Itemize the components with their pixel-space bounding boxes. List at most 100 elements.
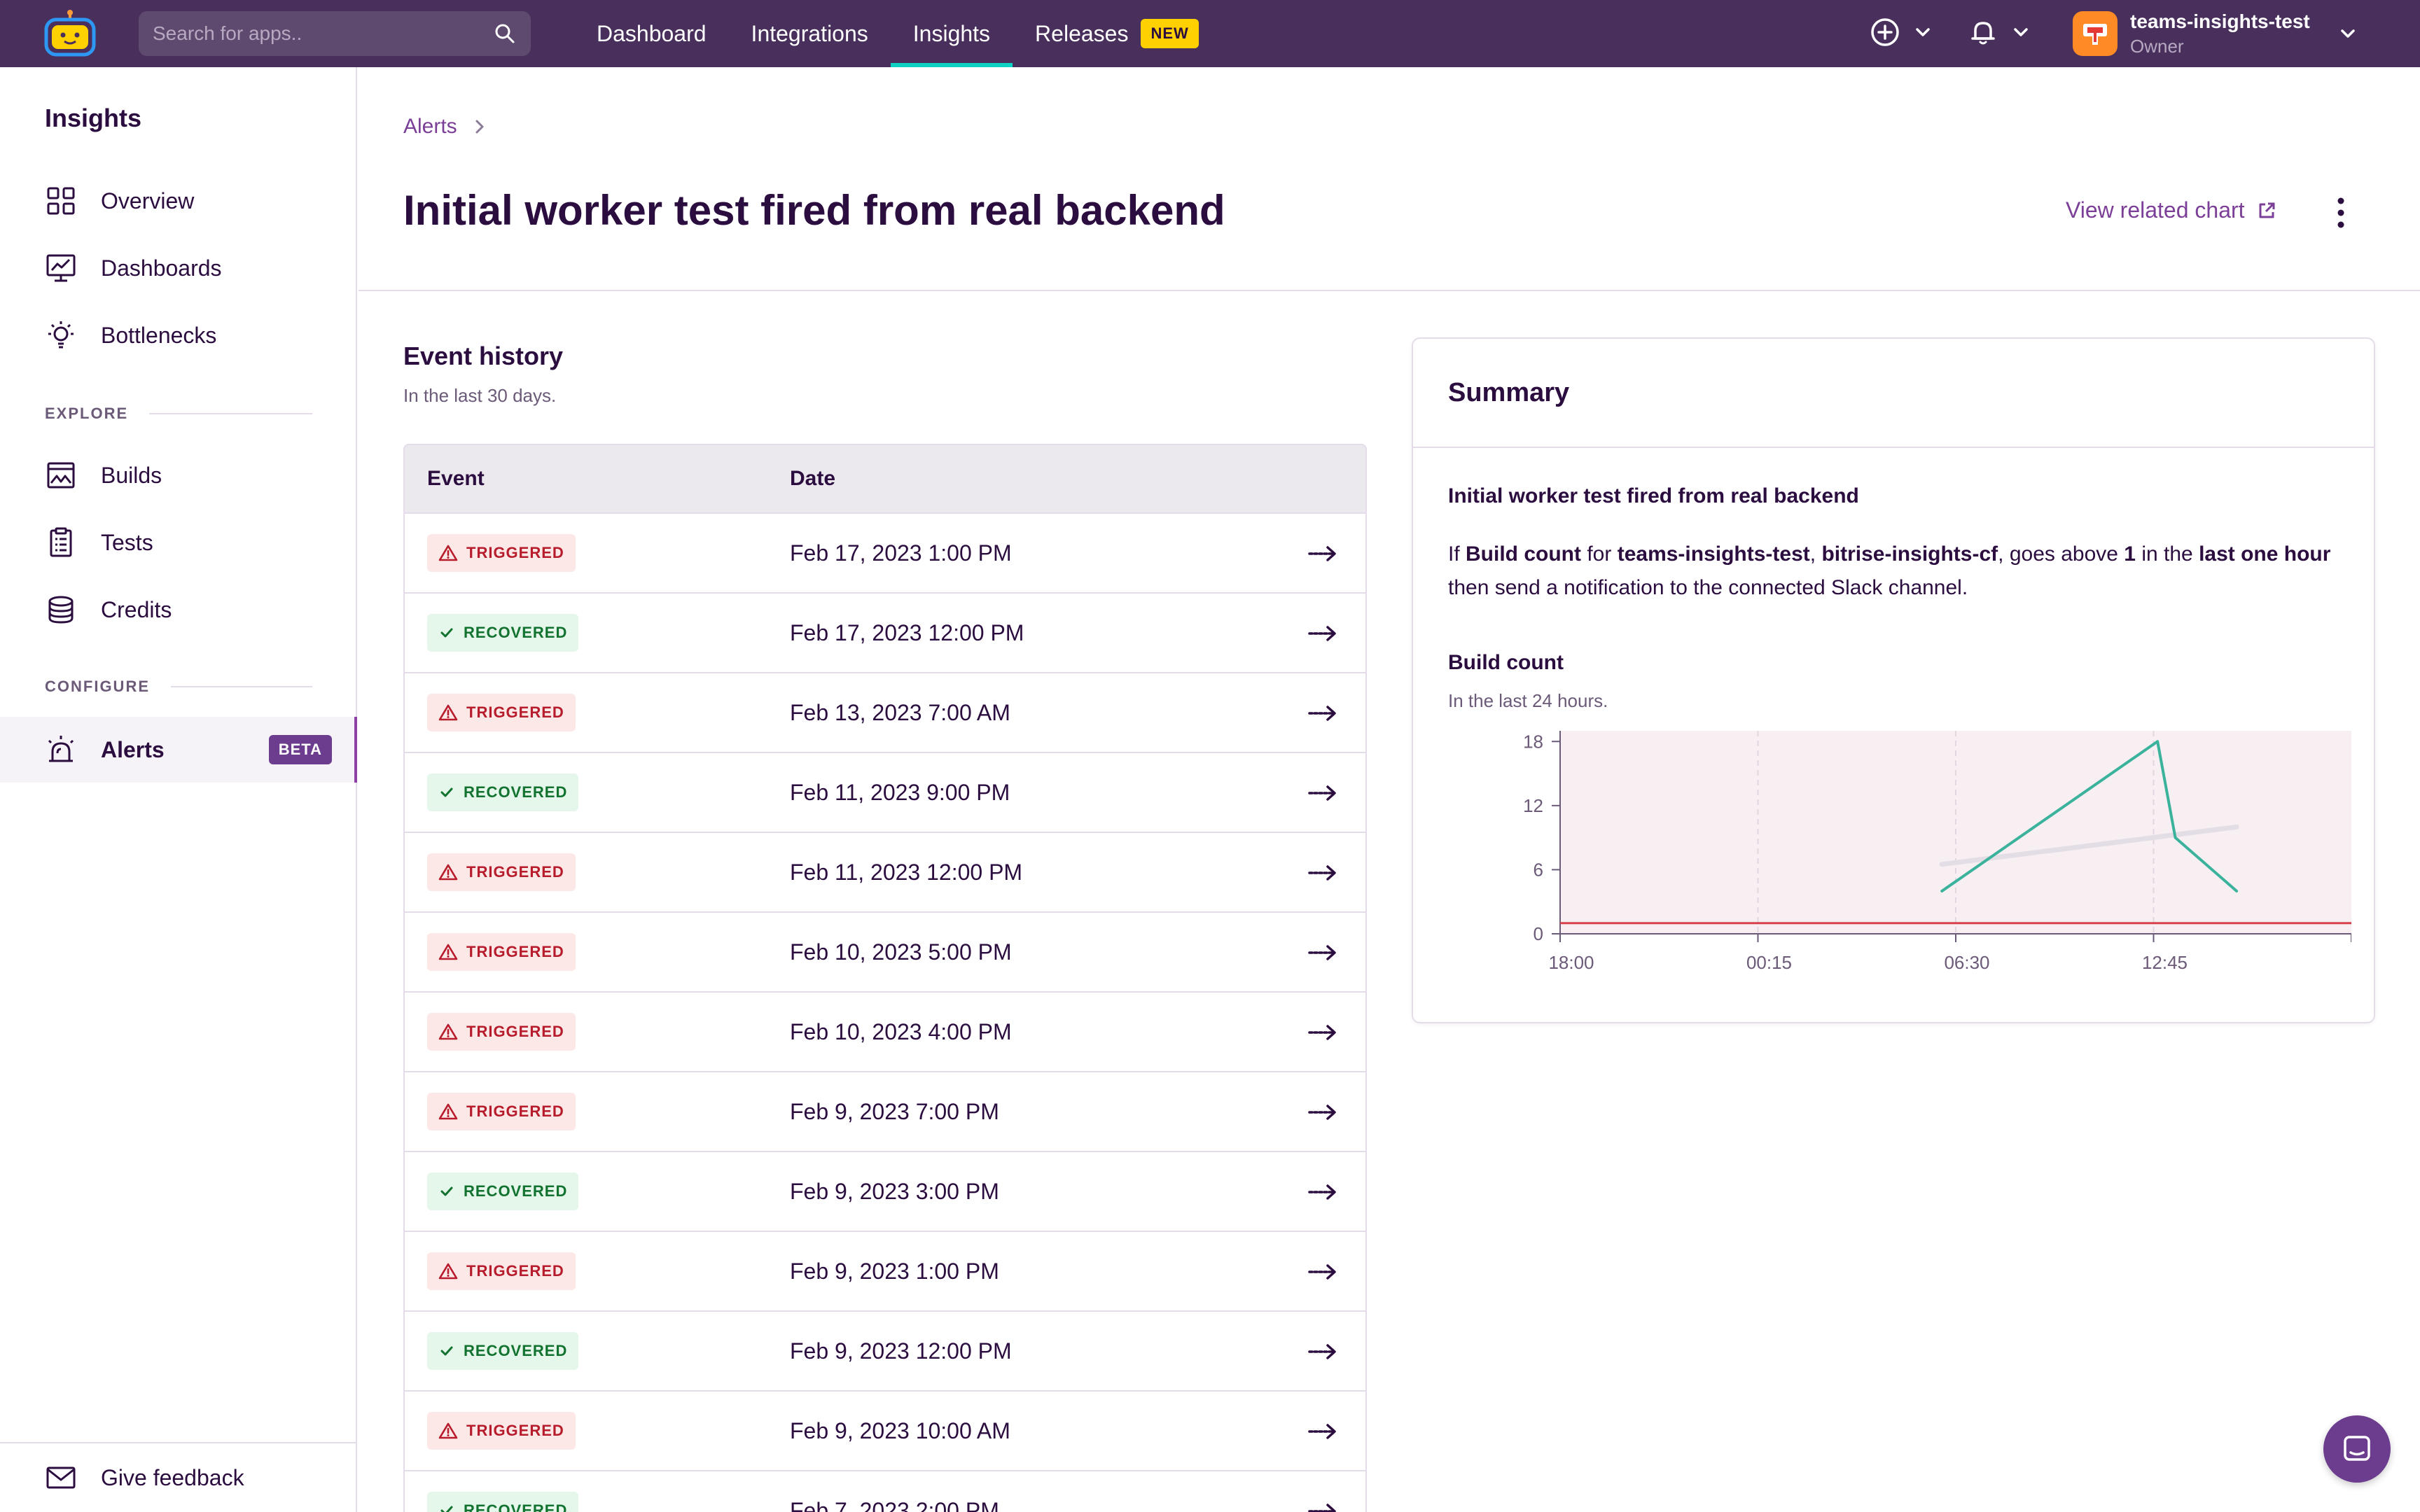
- breadcrumb: Alerts: [403, 115, 487, 139]
- view-related-chart-link[interactable]: View related chart: [2066, 197, 2277, 223]
- related-chart-label: View related chart: [2066, 197, 2245, 223]
- nav-integrations[interactable]: Integrations: [729, 0, 891, 67]
- arrow-right-icon[interactable]: [1308, 545, 1337, 563]
- table-row[interactable]: TRIGGERED Feb 10, 2023 4:00 PM: [405, 991, 1365, 1071]
- sidebar-item-tests[interactable]: Tests: [0, 510, 357, 575]
- status-label: TRIGGERED: [466, 1422, 564, 1439]
- date-cell: Feb 17, 2023 1:00 PM: [790, 540, 1012, 566]
- beta-badge: BETA: [268, 735, 332, 764]
- status-badge: TRIGGERED: [427, 1093, 576, 1130]
- date-cell: Feb 13, 2023 7:00 AM: [790, 699, 1010, 725]
- breadcrumb-alerts-link[interactable]: Alerts: [403, 115, 457, 138]
- sidebar-item-alerts[interactable]: Alerts BETA: [0, 717, 357, 783]
- event-cell: TRIGGERED: [405, 534, 790, 572]
- warning-icon: [438, 863, 466, 881]
- status-label: TRIGGERED: [466, 704, 564, 721]
- table-row[interactable]: TRIGGERED Feb 9, 2023 1:00 PM: [405, 1231, 1365, 1310]
- event-history-table: Event Date TRIGGERED Feb 17, 2023 1:00 PM…: [403, 444, 1367, 1512]
- account-switcher[interactable]: teams-insights-test Owner: [2073, 8, 2358, 59]
- sidebar-item-dashboards[interactable]: Dashboards: [0, 235, 357, 301]
- sidebar-title: Insights: [45, 104, 142, 132]
- more-options-button[interactable]: [2326, 193, 2356, 232]
- event-cell: TRIGGERED: [405, 694, 790, 732]
- desc-threshold: 1: [2124, 542, 2136, 566]
- event-cell: RECOVERED: [405, 614, 790, 652]
- nav-dashboard[interactable]: Dashboard: [574, 0, 729, 67]
- arrow-right-icon[interactable]: [1308, 864, 1337, 882]
- bulb-icon: [45, 319, 77, 351]
- table-row[interactable]: RECOVERED Feb 9, 2023 3:00 PM: [405, 1151, 1365, 1231]
- nav-releases[interactable]: Releases NEW: [1013, 0, 1221, 67]
- arrow-right-icon[interactable]: [1308, 1023, 1337, 1042]
- chevron-down-icon[interactable]: [1913, 22, 1933, 42]
- arrow-right-icon[interactable]: [1308, 944, 1337, 962]
- warning-icon: [438, 943, 466, 961]
- y-tick-label: 12: [1523, 795, 1543, 816]
- arrow-right-icon[interactable]: [1308, 1263, 1337, 1281]
- workspace-avatar[interactable]: [2073, 11, 2118, 56]
- arrow-right-icon[interactable]: [1308, 1103, 1337, 1121]
- notifications-menu[interactable]: [1968, 17, 2031, 48]
- divider: [171, 686, 312, 687]
- event-history-title: Event history: [403, 342, 564, 370]
- arrow-right-icon[interactable]: [1308, 1183, 1337, 1201]
- builds-icon: [45, 459, 77, 491]
- check-icon: [438, 784, 464, 801]
- divider: [149, 413, 312, 414]
- search-box[interactable]: [139, 11, 531, 56]
- x-tick-label: 18:00: [1548, 952, 1594, 973]
- chevron-down-icon[interactable]: [2011, 22, 2031, 42]
- plus-circle-icon[interactable]: [1870, 17, 1900, 48]
- table-row[interactable]: RECOVERED Feb 7, 2023 2:00 PM: [405, 1470, 1365, 1512]
- column-header-date: Date: [790, 467, 836, 490]
- table-row[interactable]: TRIGGERED Feb 9, 2023 7:00 PM: [405, 1071, 1365, 1151]
- status-badge: RECOVERED: [427, 774, 579, 811]
- event-cell: RECOVERED: [405, 1172, 790, 1210]
- sidebar-item-overview[interactable]: Overview: [0, 168, 357, 234]
- bitrise-logo-icon[interactable]: [42, 10, 98, 57]
- create-menu[interactable]: [1870, 17, 1933, 48]
- check-icon: [438, 624, 464, 641]
- warning-icon: [438, 1102, 466, 1121]
- kebab-icon[interactable]: [2337, 197, 2345, 229]
- table-row[interactable]: RECOVERED Feb 11, 2023 9:00 PM: [405, 752, 1365, 832]
- chat-icon[interactable]: [2340, 1432, 2374, 1466]
- date-cell: Feb 9, 2023 10:00 AM: [790, 1418, 1010, 1443]
- give-feedback-button[interactable]: Give feedback: [0, 1442, 357, 1512]
- sidebar-item-credits[interactable]: Credits: [0, 577, 357, 643]
- sidebar-item-label: Credits: [101, 596, 172, 622]
- x-tick-label: 00:15: [1746, 952, 1792, 973]
- arrow-right-icon[interactable]: [1308, 1502, 1337, 1512]
- table-row[interactable]: RECOVERED Feb 17, 2023 12:00 PM: [405, 592, 1365, 672]
- y-tick-label: 6: [1534, 859, 1543, 880]
- status-badge: RECOVERED: [427, 614, 579, 652]
- search-input[interactable]: [153, 22, 493, 45]
- arrow-right-icon[interactable]: [1308, 1343, 1337, 1361]
- arrow-right-icon[interactable]: [1308, 784, 1337, 802]
- nav-insights[interactable]: Insights: [890, 0, 1013, 67]
- arrow-right-icon[interactable]: [1308, 704, 1337, 722]
- event-cell: TRIGGERED: [405, 1252, 790, 1290]
- table-row[interactable]: TRIGGERED Feb 9, 2023 10:00 AM: [405, 1390, 1365, 1470]
- sidebar-item-builds[interactable]: Builds: [0, 442, 357, 508]
- nav-label: Dashboard: [597, 20, 707, 46]
- sidebar-item-bottlenecks[interactable]: Bottlenecks: [0, 302, 357, 368]
- event-cell: TRIGGERED: [405, 1013, 790, 1051]
- bell-icon[interactable]: [1968, 17, 1998, 48]
- status-badge: RECOVERED: [427, 1332, 579, 1370]
- desc-app: teams-insights-test: [1617, 542, 1810, 566]
- table-row[interactable]: TRIGGERED Feb 11, 2023 12:00 PM: [405, 832, 1365, 911]
- chat-support-button[interactable]: [2323, 1415, 2391, 1483]
- status-label: RECOVERED: [464, 624, 568, 641]
- desc-text: ,: [1809, 542, 1816, 566]
- arrow-right-icon[interactable]: [1308, 1422, 1337, 1441]
- desc-app: bitrise-insights-cf: [1821, 542, 1998, 566]
- table-row[interactable]: TRIGGERED Feb 13, 2023 7:00 AM: [405, 672, 1365, 752]
- explore-section-label: EXPLORE: [45, 405, 312, 423]
- table-row[interactable]: RECOVERED Feb 9, 2023 12:00 PM: [405, 1310, 1365, 1390]
- table-row[interactable]: TRIGGERED Feb 10, 2023 5:00 PM: [405, 911, 1365, 991]
- search-icon[interactable]: [493, 22, 517, 46]
- table-row[interactable]: TRIGGERED Feb 17, 2023 1:00 PM: [405, 512, 1365, 592]
- chevron-down-icon[interactable]: [2338, 24, 2358, 43]
- arrow-right-icon[interactable]: [1308, 624, 1337, 643]
